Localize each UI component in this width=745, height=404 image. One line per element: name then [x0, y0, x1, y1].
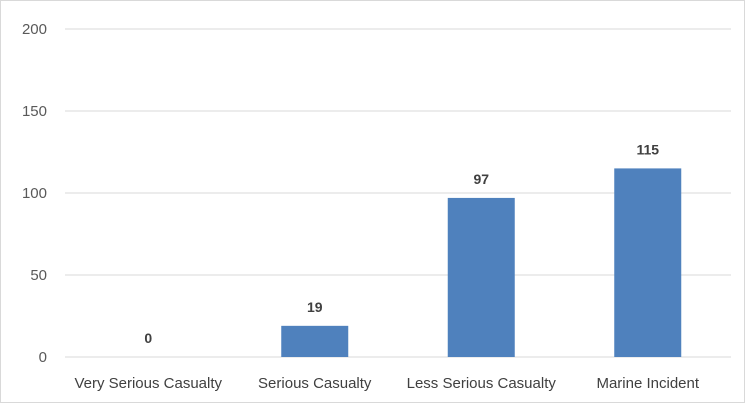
y-axis-ticks: 0 50 100 150 200: [22, 21, 47, 366]
data-label: 97: [473, 171, 489, 187]
y-tick-label: 100: [22, 185, 47, 202]
x-category-label: Very Serious Casualty: [74, 375, 222, 392]
x-category-label: Marine Incident: [596, 375, 699, 392]
x-category-label: Less Serious Casualty: [407, 375, 557, 392]
bar: [281, 325, 349, 357]
data-label: 19: [307, 299, 323, 315]
y-tick-label: 200: [22, 21, 47, 38]
bars: [281, 168, 682, 357]
bar: [447, 197, 515, 357]
x-category-label: Serious Casualty: [258, 375, 372, 392]
y-tick-label: 150: [22, 103, 47, 120]
y-tick-label: 0: [39, 349, 47, 366]
data-label: 0: [144, 330, 152, 346]
bar: [614, 168, 682, 357]
data-labels: 0 19 97 115: [144, 141, 659, 346]
data-label: 115: [636, 141, 659, 157]
x-axis-categories: Very Serious Casualty Serious Casualty Les…: [74, 375, 699, 392]
y-tick-label: 50: [30, 267, 47, 284]
